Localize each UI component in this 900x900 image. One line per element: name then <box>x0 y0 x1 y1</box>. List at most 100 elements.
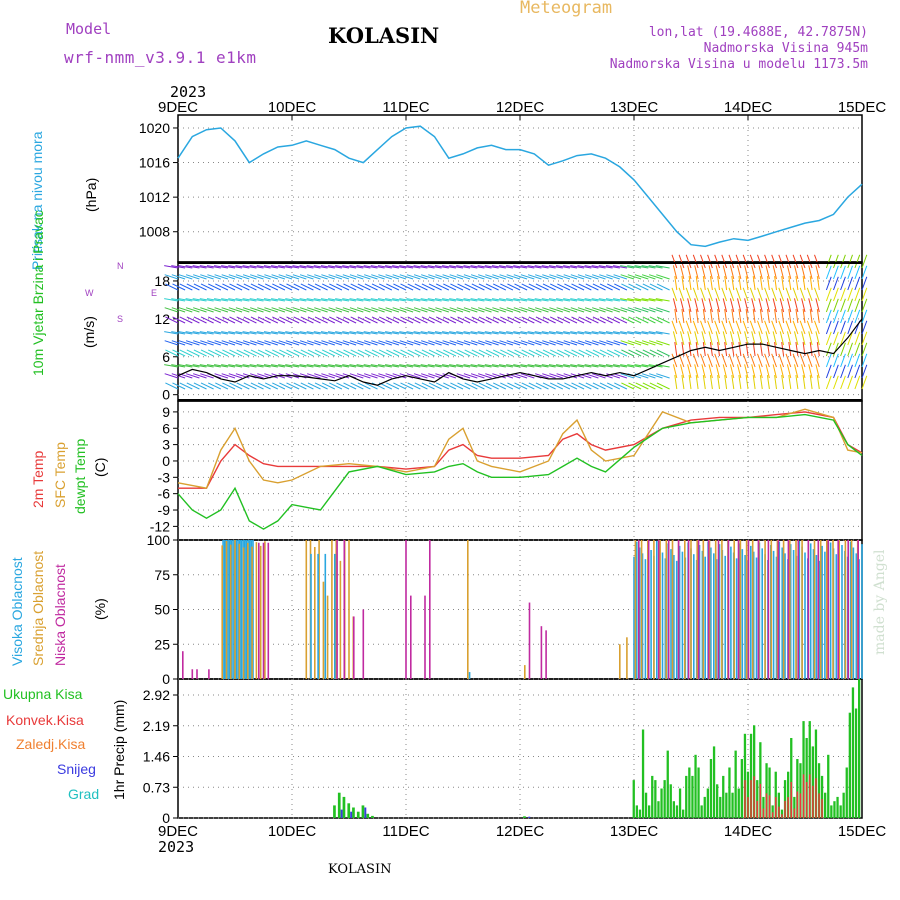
wind-barb <box>228 364 243 368</box>
wind-barb <box>728 353 735 368</box>
wind-barb <box>393 283 407 291</box>
wind-barb <box>825 265 832 280</box>
wind-barb <box>164 373 179 379</box>
wind-barb <box>470 364 485 368</box>
wind-barb <box>320 364 335 368</box>
wind-barb <box>364 373 378 379</box>
wind-barb <box>478 316 492 324</box>
wind-barb <box>371 349 385 357</box>
wind-barb <box>694 331 699 346</box>
wind-barb <box>464 283 478 291</box>
wind-barb <box>329 382 343 390</box>
wind-barb <box>364 283 378 291</box>
wind-barb <box>687 331 692 346</box>
wind-barb <box>342 298 357 302</box>
wind-barb <box>215 316 229 324</box>
precip-bar <box>811 746 814 818</box>
wind-barb <box>385 298 399 302</box>
wind-barb <box>833 364 839 379</box>
wind-barb <box>527 265 542 269</box>
wind-barb <box>717 375 720 390</box>
wind-barb <box>556 340 571 346</box>
wind-barb <box>192 331 207 335</box>
wind-barb <box>701 331 706 346</box>
wind-barb <box>413 331 428 335</box>
wind-barb <box>614 382 628 390</box>
wind-barb <box>427 364 442 368</box>
wind-barb <box>193 349 207 357</box>
wind-barb <box>641 331 656 335</box>
wind-barb <box>672 331 678 346</box>
precip-legend-conv: Konvek.Kisa <box>6 712 84 728</box>
wind-barb <box>506 340 521 346</box>
wind-barb <box>779 331 785 346</box>
wind-barb <box>393 382 407 390</box>
precip-bar <box>356 811 360 818</box>
precip-bar <box>787 771 790 818</box>
wind-barb <box>861 276 868 291</box>
wind-barb <box>722 331 728 346</box>
wind-barb <box>457 349 471 357</box>
wind-barb <box>343 316 357 324</box>
wind-barb <box>764 353 770 368</box>
wind-barb <box>833 375 839 390</box>
wind-barb <box>263 298 278 302</box>
wind-barb <box>477 265 492 269</box>
wind-barb <box>200 283 214 291</box>
wind-barb <box>534 265 549 269</box>
x-tick-label-bottom: 15DEC <box>838 823 887 840</box>
wind-barb <box>164 340 179 346</box>
wind-barb <box>250 274 264 280</box>
wind-barb <box>464 349 478 357</box>
precip-bar <box>712 746 716 818</box>
wind-barb <box>771 287 777 302</box>
wind-barb <box>702 375 706 390</box>
wind-barb <box>591 364 606 368</box>
wind-barb <box>236 349 250 357</box>
precip-bar <box>784 800 786 818</box>
wind-barb <box>614 283 628 291</box>
y-tick-label: 18 <box>154 273 170 289</box>
wind-barb <box>377 265 392 269</box>
wind-barb <box>513 298 528 302</box>
precip-bar <box>725 792 728 818</box>
wind-barb <box>377 331 392 335</box>
wind-barb <box>606 283 621 291</box>
wind-barb <box>221 298 236 302</box>
wind-barb <box>520 331 535 335</box>
wind-barb <box>363 298 378 302</box>
wind-barb <box>649 349 663 357</box>
precip-bar <box>685 775 688 818</box>
wind-barb <box>599 382 613 390</box>
wind-barb <box>307 382 321 390</box>
wind-barb <box>788 276 792 291</box>
wind-barb <box>243 316 257 324</box>
wind-barb <box>335 331 350 335</box>
wind-barb <box>825 309 832 324</box>
wind-barb <box>400 283 414 291</box>
wind-barb <box>470 331 485 335</box>
precip-bar <box>824 792 827 818</box>
wind-barb <box>520 298 535 302</box>
wind-barb <box>463 340 478 346</box>
wind-barb <box>171 298 186 302</box>
wind-barb <box>520 364 535 368</box>
precip-bar <box>641 729 645 818</box>
wind-barb <box>816 309 820 324</box>
wind-barb <box>614 349 628 357</box>
wind-barb <box>671 320 678 335</box>
wind-barb <box>764 287 770 302</box>
wind-barb <box>861 364 868 379</box>
precip-legend-snow: Snijeg <box>57 761 96 777</box>
wind-barb <box>350 283 364 291</box>
wind-barb <box>443 349 457 357</box>
wind-barb <box>215 349 229 357</box>
wind-barb <box>357 382 371 390</box>
wind-barb <box>840 309 846 324</box>
wind-barb <box>786 265 792 280</box>
wind-barb <box>413 265 428 269</box>
wind-barb <box>300 382 314 390</box>
wind-barb <box>399 340 414 346</box>
wind-barb <box>535 274 549 280</box>
wind-barb <box>535 307 549 313</box>
